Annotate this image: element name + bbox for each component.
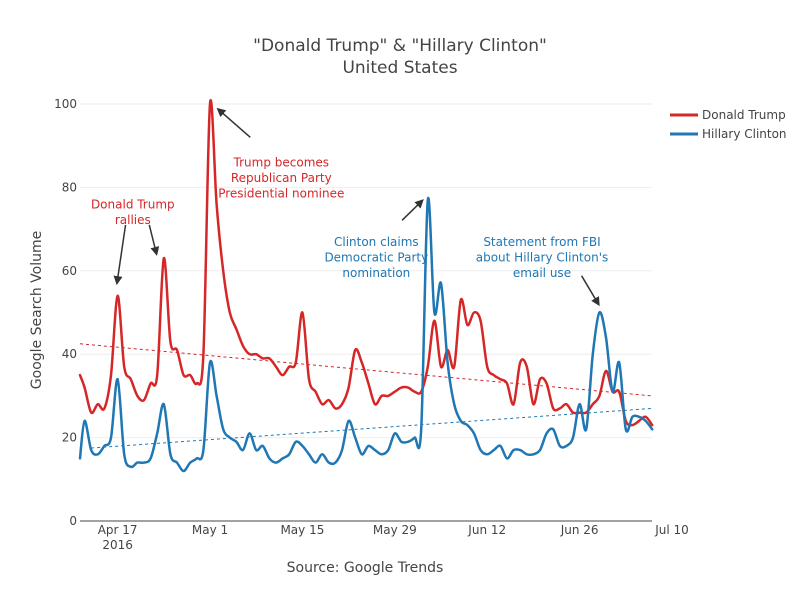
trendline [80,344,652,396]
legend-label: Hillary Clinton [702,127,787,141]
annotation-arrow [117,225,126,283]
y-tick-label: 0 [69,514,77,528]
x-tick-label: May 1 [192,523,228,537]
y-tick-label: 100 [54,97,77,111]
x-tick-label: May 15 [280,523,324,537]
chart-title-line1: "Donald Trump" & "Hillary Clinton" [253,36,547,56]
trendline [91,408,652,448]
annotation-text: about Hillary Clinton's [476,250,609,264]
y-axis-title: Google Search Volume [29,231,45,389]
x-tick-label: Jul 10 [654,523,689,537]
y-tick-label: 40 [62,347,77,361]
x-tick-label: Apr 17 [98,523,138,537]
legend: Donald Trump Hillary Clinton [670,108,787,141]
annotation-text: Democratic Party [324,250,428,264]
annotation-text: Clinton claims [334,235,419,249]
y-tick-label: 60 [62,264,77,278]
annotations: Donald Trump rallies Trump becomesRepublic… [91,156,608,280]
annotation-text: Trump becomes [233,156,330,170]
annotation-arrow [402,200,422,220]
x-tick-label: 2016 [102,538,133,552]
annotation-arrow [582,276,599,305]
y-tick-labels: 0 20 40 60 80 100 [54,97,77,528]
annotation-text: nomination [342,266,410,280]
annotation-text: Donald Trump [91,197,175,211]
annotation-arrow [218,109,250,137]
series-lines [80,100,652,471]
x-axis-title: Source: Google Trends [287,560,444,576]
legend-label: Donald Trump [702,108,786,122]
x-tick-label: Jun 12 [467,523,506,537]
chart-title-line2: United States [342,58,457,78]
trendlines [80,344,652,448]
annotation-text: Presidential nominee [218,187,344,201]
annotation-text: Republican Party [231,171,332,185]
annotation-text: Statement from FBI [483,235,600,249]
annotation-text: email use [513,266,571,280]
annotation-arrow [149,225,156,254]
x-tick-label: May 29 [373,523,417,537]
x-tick-label: Jun 26 [560,523,599,537]
y-tick-label: 20 [62,431,77,445]
y-tick-label: 80 [62,180,77,194]
annotation-text: rallies [115,213,151,227]
